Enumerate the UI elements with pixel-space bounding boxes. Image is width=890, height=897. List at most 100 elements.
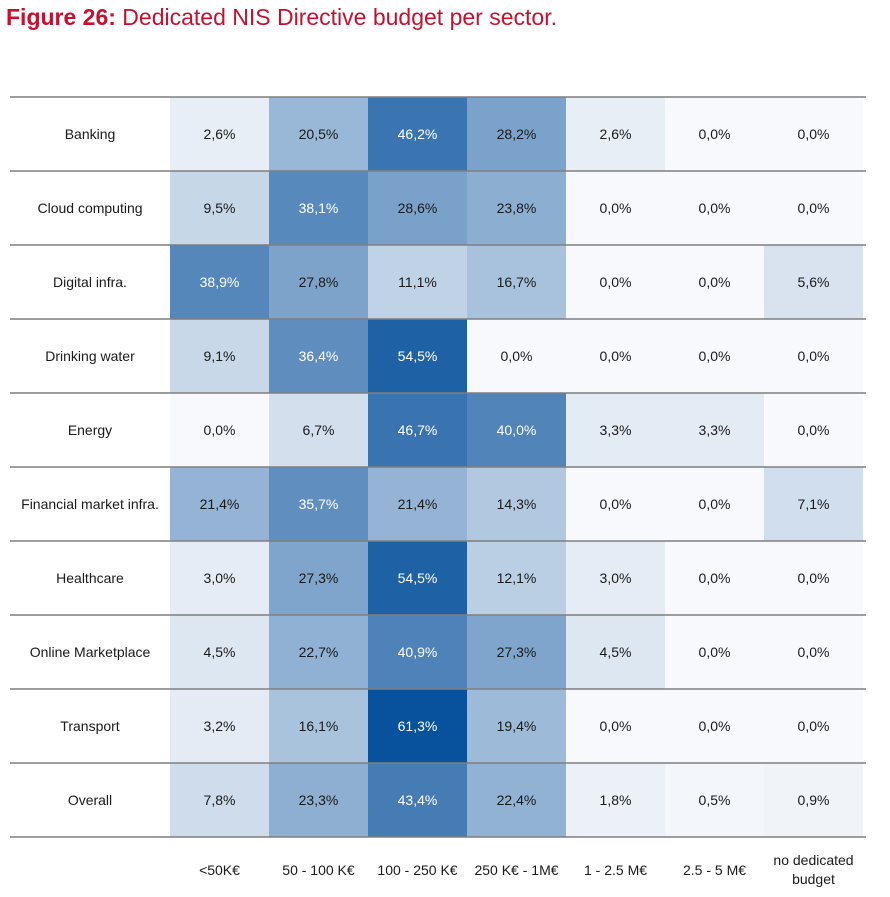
heatmap-cell bbox=[269, 393, 368, 467]
cell-value-label: 27,8% bbox=[299, 274, 339, 290]
cell-value-label: 6,7% bbox=[303, 422, 335, 438]
cell-value-label: 0,0% bbox=[699, 496, 731, 512]
column-label: 50 - 100 K€ bbox=[282, 862, 355, 878]
cell-value-label: 0,0% bbox=[798, 570, 830, 586]
cell-value-label: 38,1% bbox=[299, 200, 339, 216]
row-label: Banking bbox=[65, 126, 116, 142]
heatmap-cell bbox=[170, 763, 269, 837]
heatmap-cell bbox=[764, 615, 863, 689]
heatmap-cell bbox=[764, 689, 863, 763]
heatmap-cell bbox=[764, 763, 863, 837]
heatmap-cell bbox=[665, 319, 764, 393]
heatmap-cell bbox=[467, 171, 566, 245]
heatmap-cell bbox=[566, 689, 665, 763]
cell-value-label: 0,9% bbox=[798, 792, 830, 808]
heatmap-cell bbox=[368, 467, 467, 541]
cell-value-label: 1,8% bbox=[600, 792, 632, 808]
cell-value-label: 43,4% bbox=[398, 792, 438, 808]
heatmap-cell bbox=[665, 615, 764, 689]
cell-value-label: 0,0% bbox=[699, 570, 731, 586]
cell-value-label: 2,6% bbox=[204, 126, 236, 142]
cell-value-label: 28,6% bbox=[398, 200, 438, 216]
cell-value-label: 0,0% bbox=[600, 718, 632, 734]
heatmap-cell bbox=[566, 467, 665, 541]
heatmap-cell bbox=[269, 467, 368, 541]
cell-value-label: 0,0% bbox=[501, 348, 533, 364]
figure-title: Figure 26: Dedicated NIS Directive budge… bbox=[6, 4, 557, 31]
figure-number: Figure 26: bbox=[6, 4, 116, 30]
heatmap-cell bbox=[566, 541, 665, 615]
heatmap-cell bbox=[566, 97, 665, 171]
row-label: Healthcare bbox=[56, 570, 124, 586]
cell-value-label: 3,3% bbox=[600, 422, 632, 438]
cell-value-label: 22,7% bbox=[299, 644, 339, 660]
cell-value-label: 3,0% bbox=[204, 570, 236, 586]
cell-value-label: 0,0% bbox=[699, 644, 731, 660]
heatmap-cell bbox=[269, 245, 368, 319]
heatmap-cell bbox=[764, 467, 863, 541]
heatmap-cell bbox=[665, 689, 764, 763]
cell-value-label: 20,5% bbox=[299, 126, 339, 142]
heatmap-cell bbox=[170, 171, 269, 245]
heatmap-cell bbox=[566, 763, 665, 837]
cell-value-label: 4,5% bbox=[204, 644, 236, 660]
row-label: Financial market infra. bbox=[21, 496, 159, 512]
cell-value-label: 46,7% bbox=[398, 422, 438, 438]
cell-value-label: 14,3% bbox=[497, 496, 537, 512]
heatmap-cell bbox=[269, 171, 368, 245]
heatmap-cell bbox=[467, 615, 566, 689]
heatmap-cell bbox=[764, 393, 863, 467]
heatmap-cell bbox=[665, 171, 764, 245]
cell-value-label: 23,3% bbox=[299, 792, 339, 808]
cell-value-label: 0,0% bbox=[699, 126, 731, 142]
cell-value-label: 0,0% bbox=[699, 200, 731, 216]
cell-value-label: 9,1% bbox=[204, 348, 236, 364]
cell-value-label: 0,0% bbox=[204, 422, 236, 438]
heatmap-cell bbox=[368, 245, 467, 319]
cell-value-label: 0,0% bbox=[798, 644, 830, 660]
heatmap-cell bbox=[467, 393, 566, 467]
cell-value-label: 0,0% bbox=[600, 200, 632, 216]
heatmap-cell bbox=[170, 319, 269, 393]
heatmap-cell bbox=[170, 689, 269, 763]
heatmap-cell bbox=[269, 541, 368, 615]
cell-value-label: 28,2% bbox=[497, 126, 537, 142]
cell-value-label: 4,5% bbox=[600, 644, 632, 660]
cell-value-label: 38,9% bbox=[200, 274, 240, 290]
cell-value-label: 0,0% bbox=[798, 718, 830, 734]
column-label: <50K€ bbox=[199, 862, 240, 878]
cell-value-label: 0,0% bbox=[600, 496, 632, 512]
heatmap-cell bbox=[368, 541, 467, 615]
heatmap-cell bbox=[665, 97, 764, 171]
cell-value-label: 7,1% bbox=[798, 496, 830, 512]
heatmap-cell bbox=[170, 97, 269, 171]
cell-value-label: 54,5% bbox=[398, 348, 438, 364]
column-label: 250 K€ - 1M€ bbox=[474, 862, 558, 878]
cell-value-label: 46,2% bbox=[398, 126, 438, 142]
heatmap-cell bbox=[368, 97, 467, 171]
heatmap-cell bbox=[170, 541, 269, 615]
heatmap-cell bbox=[566, 171, 665, 245]
heatmap-cell bbox=[269, 689, 368, 763]
row-label: Overall bbox=[68, 792, 112, 808]
row-label: Energy bbox=[68, 422, 112, 438]
heatmap-cell bbox=[665, 763, 764, 837]
cell-value-label: 11,1% bbox=[398, 274, 437, 290]
heatmap-cell bbox=[269, 763, 368, 837]
column-label: no dedicated budget bbox=[773, 852, 853, 887]
heatmap-cell bbox=[665, 245, 764, 319]
cell-value-label: 23,8% bbox=[497, 200, 537, 216]
cell-value-label: 27,3% bbox=[299, 570, 339, 586]
heatmap-cell bbox=[368, 319, 467, 393]
heatmap-cell bbox=[170, 245, 269, 319]
cell-value-label: 0,0% bbox=[699, 348, 731, 364]
heatmap-cell bbox=[566, 393, 665, 467]
heatmap-cell bbox=[665, 541, 764, 615]
row-label: Cloud computing bbox=[37, 200, 142, 216]
row-label: Digital infra. bbox=[53, 274, 127, 290]
cell-value-label: 61,3% bbox=[398, 718, 438, 734]
heatmap-cell bbox=[764, 245, 863, 319]
figure-caption: Dedicated NIS Directive budget per secto… bbox=[115, 4, 557, 30]
cell-value-label: 36,4% bbox=[299, 348, 339, 364]
